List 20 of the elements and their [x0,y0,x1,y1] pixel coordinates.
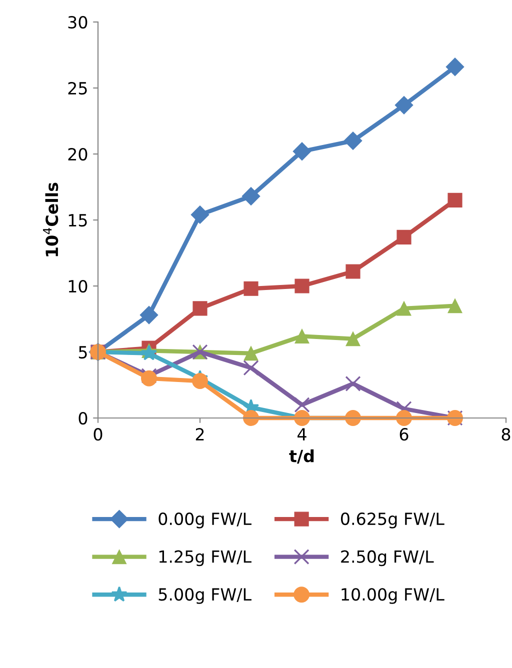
x-tick-label: 8 [502,428,510,441]
legend-label: 2.50g FW/L [341,550,434,566]
y-tick-label: 25 [68,82,87,95]
legend-label: 10.00g FW/L [342,588,444,604]
y-tick-label: 10 [68,280,88,293]
y-tick-label: 15 [68,214,87,227]
y-tick-label: 20 [68,148,88,161]
legend-label: 5.00g FW/L [158,588,252,604]
y-tick-label: 5 [78,346,87,359]
x-tick-label: 4 [298,428,306,440]
legend-label: 0.625g FW/L [340,512,444,528]
x-tick-label: 0 [94,428,102,441]
x-tick-label: 6 [400,428,408,441]
y-axis-title: 10$^{4}$Cells [43,182,58,256]
y-tick-label: 30 [68,16,88,29]
legend-label: 0.00g FW/L [158,512,252,528]
legend-label: 1.25g FW/L [159,550,252,566]
x-tick-label: 2 [196,428,204,440]
y-tick-label: 0 [78,412,88,425]
x-axis-title: t/d [289,449,314,464]
